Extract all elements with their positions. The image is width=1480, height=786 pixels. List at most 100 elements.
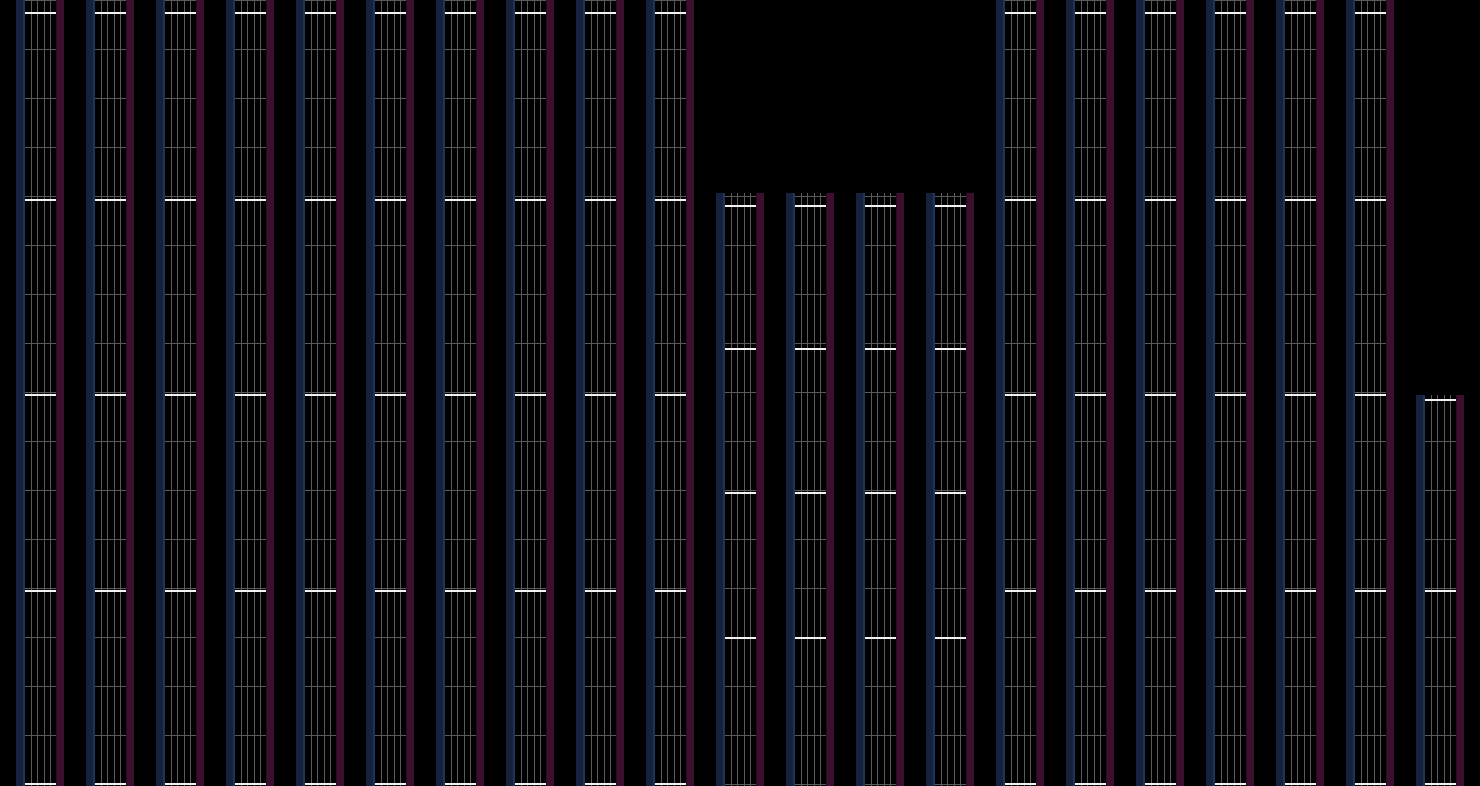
white-separator-rule [725,205,756,207]
horizontal-gridline [1005,441,1036,442]
grid-column[interactable] [436,0,484,786]
horizontal-gridline [165,441,196,442]
horizontal-gridline [305,735,336,736]
horizontal-gridline [165,147,196,148]
horizontal-gridline [515,490,546,491]
grid-column[interactable] [16,0,64,786]
grid-column[interactable] [1346,0,1394,786]
column-rail-left [716,193,725,786]
horizontal-gridline [375,392,406,393]
horizontal-gridline [1285,441,1316,442]
horizontal-gridline [1215,0,1246,1]
grid-column[interactable] [996,0,1044,786]
grid-column[interactable] [86,0,134,786]
grid-column[interactable] [786,193,834,786]
horizontal-gridline [655,539,686,540]
white-separator-rule [1075,12,1106,14]
grid-column[interactable] [646,0,694,786]
vertical-gridline [1291,0,1292,786]
column-body [1285,0,1316,786]
horizontal-gridline [165,0,196,1]
grid-column[interactable] [716,193,764,786]
horizontal-gridline [725,196,756,197]
horizontal-gridline [865,539,896,540]
white-separator-rule [1215,590,1246,592]
horizontal-gridline [235,343,266,344]
horizontal-gridline [95,294,126,295]
horizontal-gridline [95,392,126,393]
horizontal-gridline [585,0,616,1]
vertical-gridline [330,0,331,786]
horizontal-gridline [725,392,756,393]
white-separator-rule [1355,12,1386,14]
horizontal-gridline [655,49,686,50]
horizontal-gridline [1355,392,1386,393]
white-separator-rule [305,783,336,785]
grid-column[interactable] [296,0,344,786]
horizontal-gridline [795,196,826,197]
horizontal-gridline [655,588,686,589]
horizontal-gridline [935,245,966,246]
horizontal-gridline [655,245,686,246]
column-rail-right [126,0,134,786]
white-separator-rule [305,199,336,201]
horizontal-gridline [1285,294,1316,295]
horizontal-gridline [725,441,756,442]
horizontal-gridline [515,245,546,246]
vertical-gridline [527,0,528,786]
horizontal-gridline [25,0,56,1]
white-separator-rule [1005,12,1036,14]
column-body [375,0,406,786]
horizontal-gridline [1355,49,1386,50]
vertical-gridline [171,0,172,786]
horizontal-gridline [1285,392,1316,393]
column-body [655,0,686,786]
vertical-gridline [750,193,751,786]
grid-column[interactable] [1206,0,1254,786]
horizontal-gridline [165,49,196,50]
grid-column[interactable] [926,193,974,786]
grid-column[interactable] [856,193,904,786]
white-separator-rule [305,12,336,14]
white-separator-rule [1215,783,1246,785]
horizontal-gridline [1285,686,1316,687]
horizontal-gridline [1215,147,1246,148]
horizontal-gridline [725,588,756,589]
grid-column[interactable] [156,0,204,786]
white-separator-rule [725,637,756,639]
horizontal-gridline [375,294,406,295]
vertical-gridline [731,193,732,786]
column-rail-right [896,193,904,786]
vertical-gridline [941,193,942,786]
grid-column[interactable] [1276,0,1324,786]
horizontal-gridline [515,539,546,540]
horizontal-gridline [725,735,756,736]
grid-column[interactable] [226,0,274,786]
grid-column[interactable] [366,0,414,786]
horizontal-gridline [25,147,56,148]
grid-column[interactable] [1136,0,1184,786]
grid-column[interactable] [506,0,554,786]
vertical-gridline [101,0,102,786]
white-separator-rule [25,394,56,396]
horizontal-gridline [655,490,686,491]
horizontal-gridline [1145,490,1176,491]
column-rail-left [296,0,305,786]
vertical-gridline [884,193,885,786]
horizontal-gridline [1075,49,1106,50]
white-separator-rule [1005,590,1036,592]
horizontal-gridline [1285,245,1316,246]
grid-column[interactable] [1416,395,1464,786]
grid-column[interactable] [576,0,624,786]
horizontal-gridline [935,784,966,785]
vertical-gridline [107,0,108,786]
grid-column[interactable] [1066,0,1114,786]
horizontal-gridline [1005,0,1036,1]
vertical-gridline [254,0,255,786]
vertical-gridline [591,0,592,786]
white-separator-rule [1145,394,1176,396]
column-rail-left [86,0,95,786]
white-separator-rule [1145,783,1176,785]
horizontal-gridline [1285,147,1316,148]
horizontal-gridline [1355,539,1386,540]
